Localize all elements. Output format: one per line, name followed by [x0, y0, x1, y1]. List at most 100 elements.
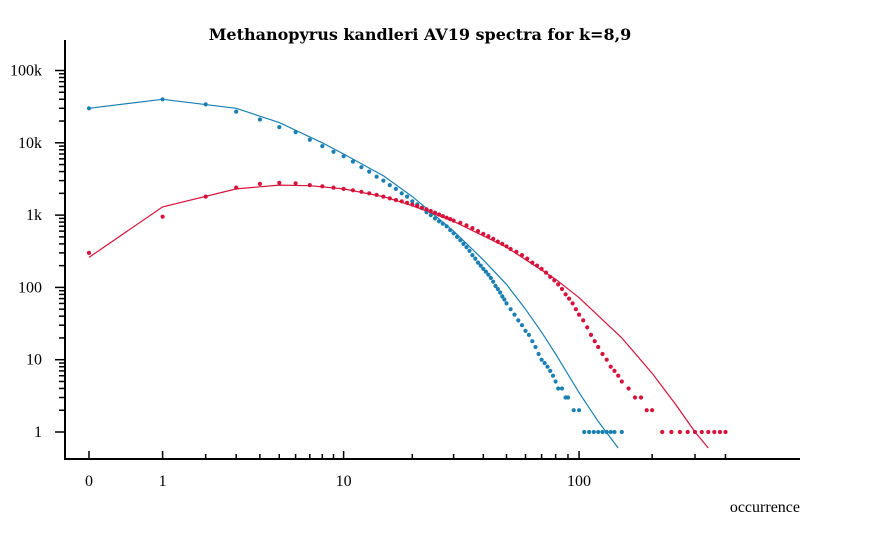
data-point	[660, 429, 665, 435]
data-point	[293, 181, 298, 186]
data-point	[591, 429, 596, 435]
data-point	[203, 102, 208, 107]
data-point	[451, 218, 456, 223]
data-point	[677, 429, 683, 435]
data-point	[582, 429, 587, 435]
data-point	[530, 260, 535, 265]
fit-lines	[88, 98, 709, 449]
data-point	[428, 208, 433, 214]
data-point	[432, 210, 438, 215]
data-point	[381, 194, 386, 199]
data-point	[585, 325, 590, 330]
data-point	[608, 364, 613, 369]
data-point	[399, 199, 404, 204]
data-point	[86, 250, 92, 255]
y-tick-label: 100k	[10, 63, 42, 80]
data-point	[706, 429, 711, 435]
data-point	[160, 97, 165, 102]
data-point	[374, 174, 379, 179]
y-tick-label: 10	[26, 352, 42, 369]
data-point	[350, 188, 355, 193]
data-point	[458, 220, 463, 225]
data-point	[504, 301, 509, 306]
fit-line	[88, 98, 619, 449]
data-point	[359, 189, 364, 194]
data-point	[548, 274, 553, 279]
data-point	[257, 181, 262, 186]
data-point	[644, 408, 649, 413]
data-point	[257, 117, 262, 122]
data-point	[464, 245, 469, 250]
data-point	[277, 180, 282, 185]
data-point	[632, 395, 638, 400]
data-point	[448, 217, 453, 222]
data-point	[415, 204, 420, 209]
data-point	[331, 149, 336, 154]
data-point	[486, 272, 491, 277]
y-tick-label: 100	[18, 279, 42, 296]
data-point	[563, 292, 568, 297]
data-point	[491, 279, 496, 284]
data-point	[419, 205, 424, 210]
data-point	[448, 228, 453, 233]
x-tick-label: 10	[336, 473, 352, 490]
data-point	[475, 260, 481, 265]
data-point	[559, 286, 565, 292]
data-point	[685, 429, 690, 435]
data-point	[530, 339, 535, 344]
data-point	[519, 323, 525, 328]
y-tick-label: 10k	[18, 135, 42, 152]
data-point	[723, 429, 728, 435]
chart-title: Methanopyrus kandleri AV19 spectra for k…	[209, 25, 632, 44]
x-axis-label: occurrence	[730, 499, 800, 516]
data-point	[478, 263, 483, 268]
y-tick-label: 1k	[26, 207, 42, 224]
data-point	[481, 266, 486, 271]
data-point	[293, 130, 298, 135]
data-point	[571, 408, 576, 413]
data-point	[307, 137, 312, 142]
data-point	[612, 368, 617, 373]
data-point	[495, 239, 500, 244]
data-point	[367, 169, 372, 174]
data-point	[543, 270, 549, 275]
data-point	[160, 214, 165, 219]
data-point	[495, 286, 500, 292]
y-ticks: 1 10 100 1k 10k 100k	[10, 63, 65, 441]
data-point	[525, 256, 530, 261]
data-point	[536, 351, 541, 357]
data-point	[519, 253, 525, 258]
data-point	[234, 185, 239, 190]
data-point	[440, 214, 445, 219]
data-point	[475, 229, 481, 234]
data-point	[470, 226, 475, 231]
data-point	[542, 360, 547, 366]
data-point	[600, 429, 605, 435]
data-point	[488, 275, 493, 281]
data-point	[331, 185, 336, 190]
data-point	[552, 278, 557, 283]
data-point	[491, 236, 496, 241]
data-point	[604, 429, 609, 435]
data-points	[86, 97, 728, 435]
data-point	[374, 192, 379, 197]
data-point	[550, 373, 556, 378]
data-point	[405, 200, 410, 205]
data-point	[86, 106, 92, 111]
data-point	[604, 357, 609, 362]
data-point	[577, 312, 582, 317]
data-point	[596, 344, 601, 350]
data-point	[539, 357, 544, 362]
data-point	[516, 318, 521, 323]
data-point	[320, 184, 325, 189]
data-point	[481, 231, 486, 236]
data-point	[533, 344, 538, 350]
data-point	[570, 301, 575, 306]
data-point	[626, 386, 631, 391]
data-point	[458, 238, 463, 243]
data-point	[277, 125, 282, 130]
data-point	[440, 221, 445, 226]
data-point	[608, 429, 613, 435]
data-point	[410, 202, 415, 207]
x-tick-label: 0	[85, 473, 93, 490]
